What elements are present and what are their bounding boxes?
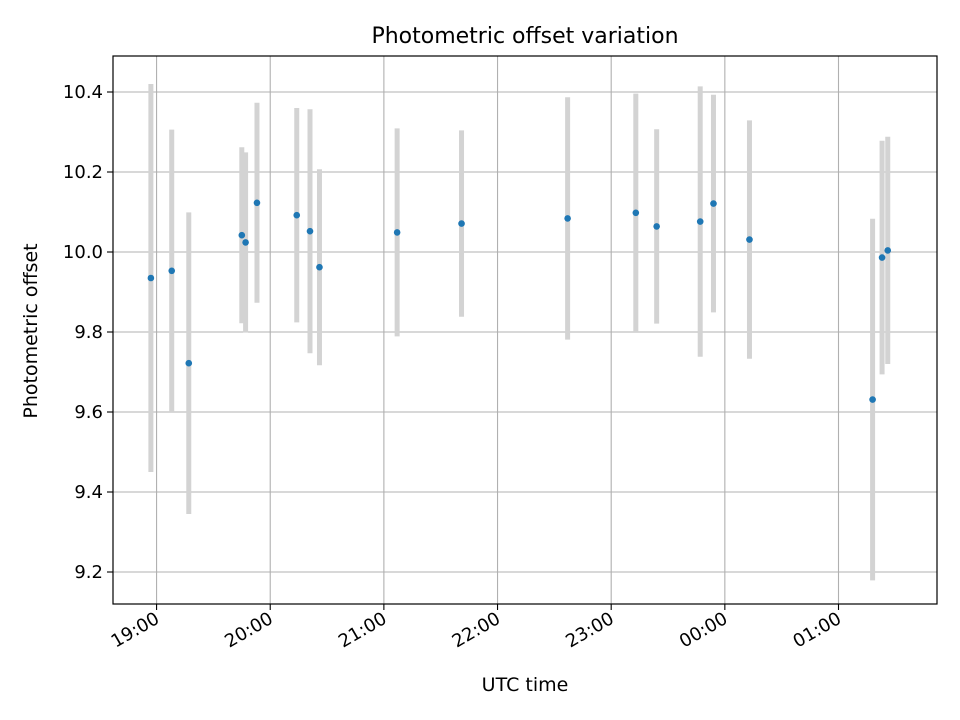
data-point	[238, 231, 246, 239]
data-point	[185, 359, 193, 367]
x-tick-label: 22:00	[449, 608, 504, 652]
y-axis-label: Photometric offset	[20, 243, 42, 418]
x-tick-label: 23:00	[562, 608, 617, 652]
x-tick-label: 20:00	[221, 608, 276, 652]
data-point	[696, 218, 704, 225]
data-point	[884, 247, 892, 254]
data-point	[878, 254, 886, 261]
data-point	[242, 239, 249, 246]
data-point	[458, 220, 465, 227]
data-point	[710, 200, 717, 207]
data-point	[293, 211, 301, 219]
x-tick-label: 21:00	[335, 608, 390, 652]
data-point	[253, 199, 261, 207]
x-axis-label: UTC time	[482, 674, 569, 696]
plot-frame	[112, 55, 938, 605]
y-tick-label: 10.2	[63, 162, 103, 183]
y-tick-label: 9.8	[74, 322, 103, 343]
data-point	[393, 229, 401, 236]
data-point	[316, 263, 323, 271]
data-point	[306, 227, 314, 235]
data-point	[632, 209, 640, 217]
y-tick-label: 10.4	[63, 82, 103, 103]
axis-ticks: 9.2 9.4 9.6 9.8 10.0 10.2 10.4 19:00 20:00 21:00 2…	[63, 82, 845, 652]
data-points	[147, 199, 892, 403]
data-point	[564, 215, 571, 222]
data-point	[653, 223, 660, 230]
chart-title: Photometric offset variation	[371, 24, 678, 49]
y-tick-label: 9.4	[74, 482, 103, 503]
x-tick-label: 00:00	[676, 608, 731, 652]
y-tick-label: 9.6	[74, 402, 103, 423]
grid	[113, 56, 937, 604]
x-tick-label: 19:00	[108, 608, 163, 652]
data-point	[746, 236, 753, 243]
y-tick-label: 9.2	[74, 562, 103, 583]
x-tick-label: 01:00	[790, 608, 845, 652]
data-point	[869, 396, 876, 403]
y-tick-label: 10.0	[63, 242, 103, 263]
data-point	[147, 274, 155, 282]
data-point	[168, 267, 176, 275]
